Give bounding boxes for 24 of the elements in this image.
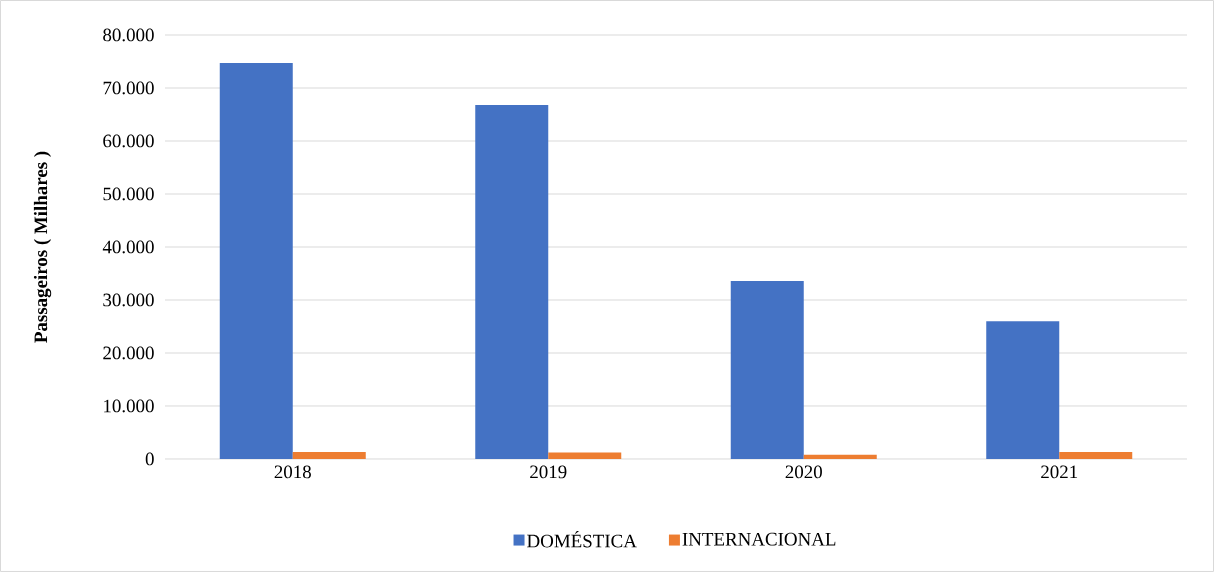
- y-tick-label: 30.000: [103, 293, 154, 307]
- bar: [986, 321, 1060, 459]
- y-tick-label: 10.000: [104, 399, 154, 413]
- x-tick-label: 2018: [274, 465, 311, 479]
- bar: [475, 104, 549, 459]
- legend-label: DOMÉSTICA: [527, 531, 637, 548]
- legend-label: INTERNACIONAL: [682, 532, 836, 546]
- bar: [730, 280, 804, 459]
- y-axis-title: Passageiros ( Milhares ): [33, 151, 52, 343]
- bar: [219, 63, 293, 459]
- y-tick-label: 60.000: [103, 134, 154, 148]
- x-tick-label: 2019: [530, 465, 567, 479]
- y-tick-label: 20.000: [103, 346, 154, 360]
- x-tick-label: 2021: [1041, 465, 1078, 479]
- y-tick-label: 70.000: [103, 81, 154, 95]
- y-tick-label: 0: [145, 452, 154, 466]
- bar: [803, 454, 877, 459]
- bar: [292, 452, 366, 459]
- y-tick-label: 40.000: [102, 240, 154, 254]
- y-tick-label: 50.000: [103, 187, 154, 201]
- bar: [1059, 452, 1133, 459]
- bar: [548, 452, 622, 459]
- y-tick-label: 80.000: [103, 28, 154, 42]
- x-tick-label: 2020: [785, 465, 822, 479]
